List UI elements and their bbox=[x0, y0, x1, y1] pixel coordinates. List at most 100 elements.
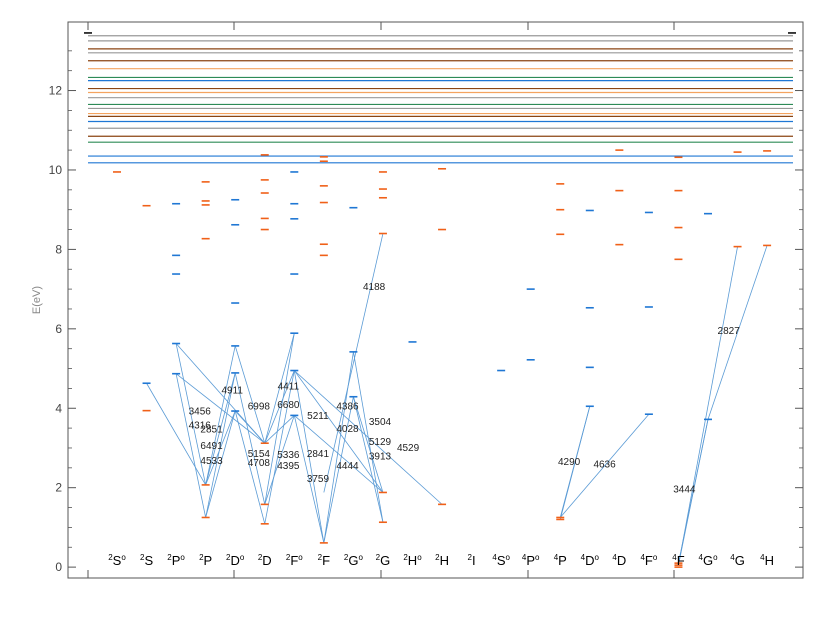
energy-levels bbox=[113, 149, 772, 568]
transition-line-36 bbox=[678, 246, 738, 566]
transition-line-13 bbox=[234, 410, 266, 444]
term-label-9: 2G bbox=[376, 553, 391, 568]
term-label-10: 2Ho bbox=[403, 553, 422, 568]
transition-line-19 bbox=[293, 370, 384, 493]
transition-line-1 bbox=[175, 343, 207, 485]
transition-line-35 bbox=[678, 419, 709, 566]
transition-line-18 bbox=[264, 370, 295, 524]
term-label-6: 2Fo bbox=[286, 553, 303, 568]
continuum-lines bbox=[84, 32, 796, 164]
term-label-20: 4Go bbox=[698, 553, 718, 568]
term-label-11: 2H bbox=[435, 553, 449, 568]
transition-line-8 bbox=[234, 372, 266, 505]
wavelength-label-14: 2841 bbox=[307, 449, 330, 460]
transition-line-0 bbox=[146, 383, 206, 486]
wavelength-label-18: 4444 bbox=[336, 461, 359, 472]
transition-line-10 bbox=[205, 410, 236, 518]
wavelength-label-19: 4188 bbox=[363, 282, 386, 293]
wavelength-label-7: 5154 bbox=[248, 449, 271, 460]
term-label-22: 4H bbox=[760, 553, 774, 568]
wavelength-label-16: 4386 bbox=[336, 401, 359, 412]
y-axis: 0 2 4 6 8 10 12 bbox=[49, 50, 803, 574]
transition-line-30 bbox=[323, 233, 384, 493]
transition-line-33 bbox=[559, 413, 650, 518]
transition-line-9 bbox=[205, 372, 236, 486]
transition-line-37 bbox=[707, 245, 768, 420]
term-label-15: 4P bbox=[554, 553, 567, 568]
wavelength-label-27: 3444 bbox=[673, 485, 696, 496]
term-label-16: 4Do bbox=[581, 553, 600, 568]
transition-line-15 bbox=[264, 333, 295, 505]
term-label-12: 2I bbox=[468, 553, 476, 568]
wavelength-label-12: 4395 bbox=[277, 461, 300, 472]
wavelength-label-21: 5129 bbox=[369, 437, 392, 448]
wavelength-label-22: 3913 bbox=[369, 452, 392, 463]
wavelength-label-13: 5211 bbox=[307, 411, 329, 422]
transition-line-29 bbox=[323, 396, 354, 543]
wavelength-label-10: 6680 bbox=[277, 400, 300, 411]
wavelength-label-15: 3759 bbox=[307, 474, 330, 485]
transition-line-28 bbox=[353, 396, 384, 523]
transition-line-22 bbox=[293, 415, 325, 543]
transition-line-21 bbox=[264, 415, 295, 444]
transition-line-12 bbox=[205, 410, 236, 486]
transition-line-4 bbox=[175, 373, 265, 444]
term-label-5: 2D bbox=[258, 553, 272, 568]
term-label-14: 4Po bbox=[522, 553, 540, 568]
transition-line-6 bbox=[234, 345, 266, 444]
transition-line-27 bbox=[353, 396, 384, 493]
y-tick-label-2: 4 bbox=[55, 401, 62, 415]
wavelength-label-17: 4028 bbox=[336, 424, 359, 435]
term-label-7: 2F bbox=[318, 553, 330, 568]
wavelength-label-23: 4529 bbox=[397, 443, 420, 454]
wavelength-label-26: 2827 bbox=[718, 326, 741, 337]
transition-line-5 bbox=[205, 345, 236, 485]
wavelength-label-24: 4290 bbox=[558, 457, 581, 468]
wavelength-label-0: 4911 bbox=[221, 385, 243, 396]
y-tick-label-6: 12 bbox=[49, 84, 63, 98]
plot-frame bbox=[67, 21, 804, 579]
transition-line-25 bbox=[323, 351, 354, 543]
y-axis-title: E(eV) bbox=[31, 286, 43, 314]
wavelength-label-25: 4636 bbox=[593, 460, 616, 471]
wavelength-label-9: 4411 bbox=[278, 381, 300, 392]
y-tick-label-0: 0 bbox=[55, 560, 62, 574]
wavelength-label-8: 4708 bbox=[248, 458, 271, 469]
transition-line-24 bbox=[294, 415, 384, 493]
transition-line-3 bbox=[175, 373, 207, 518]
transition-line-26 bbox=[353, 351, 384, 523]
term-label-3: 2P bbox=[199, 553, 212, 568]
term-label-21: 4G bbox=[730, 553, 745, 568]
term-label-17: 4D bbox=[612, 553, 626, 568]
wavelength-label-1: 3456 bbox=[189, 406, 212, 417]
wavelength-label-2: 4316 bbox=[189, 420, 212, 431]
wavelength-label-3: 2851 bbox=[200, 424, 223, 435]
term-label-0: 2So bbox=[108, 553, 126, 568]
term-label-2: 2Po bbox=[167, 553, 185, 568]
transition-line-17 bbox=[293, 370, 325, 543]
y-tick-label-4: 8 bbox=[55, 242, 62, 256]
transition-line-32 bbox=[559, 406, 591, 520]
x-axis: 2So 2S 2Po 2P 2Do 2D 2Fo 2F 2Go 2G 2Ho 2H 2I 4So 4Po 4P… bbox=[87, 22, 774, 578]
transition-line-7 bbox=[205, 372, 236, 518]
term-label-18: 4Fo bbox=[640, 553, 657, 568]
transition-line-14 bbox=[264, 333, 295, 444]
transition-line-11 bbox=[234, 410, 266, 524]
wavelength-label-11: 5336 bbox=[277, 450, 300, 461]
y-tick-label-3: 6 bbox=[55, 322, 62, 336]
term-label-1: 2S bbox=[140, 553, 153, 568]
wavelength-label-5: 4533 bbox=[200, 456, 223, 467]
y-tick-label-5: 10 bbox=[49, 163, 63, 177]
term-label-19: 4F bbox=[672, 553, 684, 568]
transition-line-23 bbox=[264, 415, 295, 505]
term-label-13: 4So bbox=[492, 553, 510, 568]
transition-line-16 bbox=[264, 370, 295, 444]
wavelength-label-20: 3504 bbox=[369, 417, 392, 428]
wavelength-label-4: 6491 bbox=[200, 441, 223, 452]
wavelength-label-6: 6998 bbox=[248, 401, 271, 412]
y-tick-label-1: 2 bbox=[55, 481, 62, 495]
transition-lines bbox=[146, 233, 768, 566]
term-label-8: 2Go bbox=[344, 553, 364, 568]
